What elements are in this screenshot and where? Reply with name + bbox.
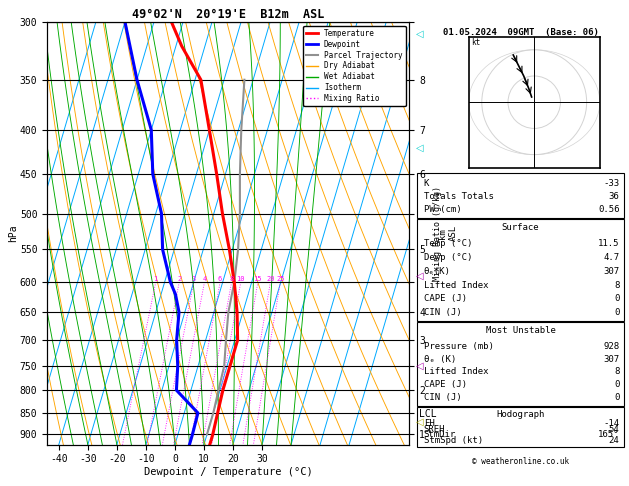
- Bar: [417, 173, 624, 219]
- Text: θₑ(K): θₑ(K): [424, 267, 450, 276]
- Text: EH: EH: [424, 419, 435, 428]
- Text: 15: 15: [253, 276, 262, 282]
- Text: 165°: 165°: [598, 430, 620, 439]
- Text: 0: 0: [614, 393, 620, 402]
- Text: Pressure (mb): Pressure (mb): [424, 342, 494, 351]
- Text: CIN (J): CIN (J): [424, 393, 461, 402]
- Bar: [417, 322, 624, 406]
- Y-axis label: km
ASL: km ASL: [438, 225, 458, 242]
- Bar: [417, 407, 624, 447]
- Text: SREH: SREH: [424, 425, 445, 434]
- Text: StmDir: StmDir: [424, 430, 456, 439]
- Text: 0: 0: [614, 308, 620, 317]
- Text: PW (cm): PW (cm): [424, 205, 461, 214]
- Text: 2: 2: [177, 276, 181, 282]
- Text: ◁: ◁: [416, 417, 423, 427]
- Text: 6: 6: [218, 276, 222, 282]
- Text: CIN (J): CIN (J): [424, 308, 461, 317]
- Text: 8: 8: [230, 276, 234, 282]
- Text: Hodograph: Hodograph: [496, 410, 545, 419]
- Text: 8: 8: [614, 281, 620, 290]
- Text: ◁: ◁: [416, 29, 423, 39]
- Text: 01.05.2024  09GMT  (Base: 06): 01.05.2024 09GMT (Base: 06): [443, 28, 598, 37]
- Text: 4.7: 4.7: [603, 253, 620, 262]
- Text: Totals Totals: Totals Totals: [424, 192, 494, 201]
- Text: 25: 25: [276, 276, 285, 282]
- X-axis label: Dewpoint / Temperature (°C): Dewpoint / Temperature (°C): [144, 467, 313, 477]
- Title: 49°02'N  20°19'E  B12m  ASL: 49°02'N 20°19'E B12m ASL: [132, 8, 325, 21]
- Text: 4: 4: [203, 276, 206, 282]
- Text: 1: 1: [153, 276, 158, 282]
- Text: 307: 307: [603, 355, 620, 364]
- Text: © weatheronline.co.uk: © weatheronline.co.uk: [472, 456, 569, 466]
- Text: -14: -14: [603, 419, 620, 428]
- Text: 11.5: 11.5: [598, 239, 620, 248]
- Text: 20: 20: [266, 276, 275, 282]
- Text: ◁: ◁: [416, 143, 423, 153]
- Text: Most Unstable: Most Unstable: [486, 326, 555, 335]
- Text: CAPE (J): CAPE (J): [424, 295, 467, 303]
- Text: CAPE (J): CAPE (J): [424, 380, 467, 389]
- Text: Lifted Index: Lifted Index: [424, 367, 488, 377]
- Legend: Temperature, Dewpoint, Parcel Trajectory, Dry Adiabat, Wet Adiabat, Isotherm, Mi: Temperature, Dewpoint, Parcel Trajectory…: [303, 26, 406, 106]
- Text: Mixing Ratio (g/kg): Mixing Ratio (g/kg): [433, 186, 442, 281]
- Text: ◁: ◁: [416, 361, 423, 371]
- Text: 8: 8: [614, 367, 620, 377]
- Text: StmSpd (kt): StmSpd (kt): [424, 436, 483, 445]
- Text: K: K: [424, 179, 429, 188]
- Text: 307: 307: [603, 267, 620, 276]
- Text: 3: 3: [192, 276, 196, 282]
- Text: 0.56: 0.56: [598, 205, 620, 214]
- Text: ◁: ◁: [416, 271, 423, 281]
- Text: 928: 928: [603, 342, 620, 351]
- Bar: [417, 219, 624, 321]
- Text: Dewp (°C): Dewp (°C): [424, 253, 472, 262]
- Text: Temp (°C): Temp (°C): [424, 239, 472, 248]
- Text: 10: 10: [237, 276, 245, 282]
- Text: -33: -33: [603, 179, 620, 188]
- Text: θₑ (K): θₑ (K): [424, 355, 456, 364]
- Text: Surface: Surface: [502, 223, 539, 232]
- Text: 36: 36: [609, 192, 620, 201]
- Text: 54: 54: [609, 425, 620, 434]
- Text: Lifted Index: Lifted Index: [424, 281, 488, 290]
- Text: kt: kt: [471, 37, 481, 47]
- Text: 0: 0: [614, 380, 620, 389]
- Text: 24: 24: [609, 436, 620, 445]
- Y-axis label: hPa: hPa: [8, 225, 18, 242]
- Text: 0: 0: [614, 295, 620, 303]
